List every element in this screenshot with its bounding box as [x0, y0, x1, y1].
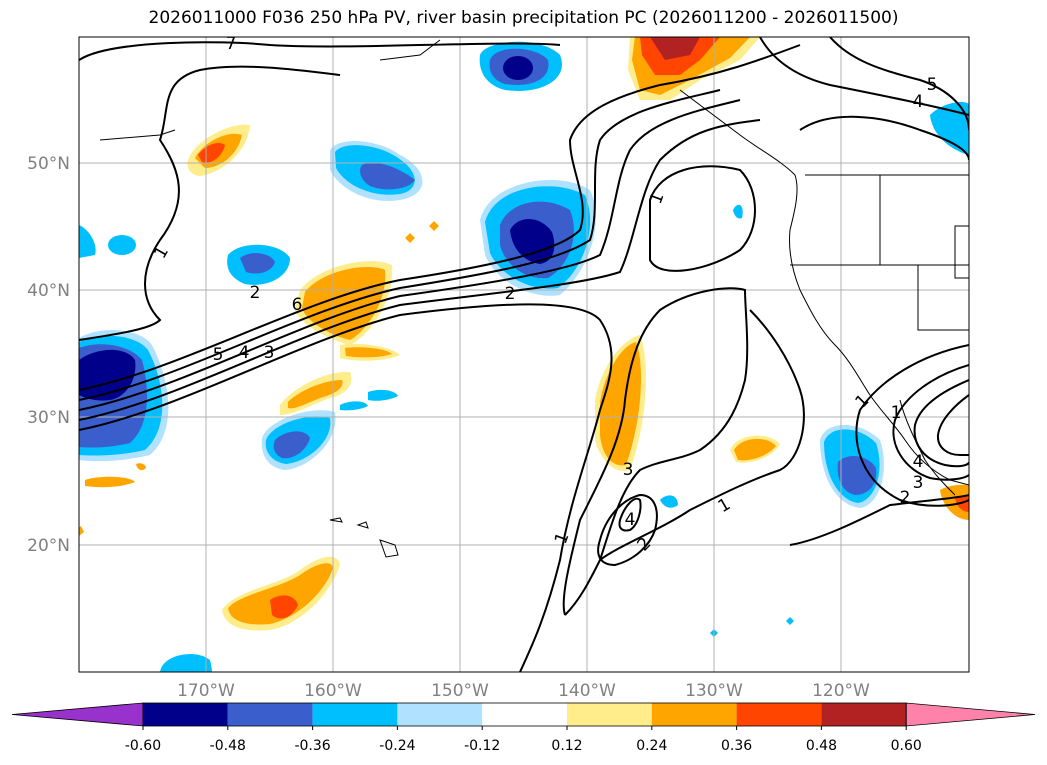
- coastlines: [99, 39, 969, 558]
- lat-label-30: 30°N: [27, 408, 70, 428]
- lat-label-50: 50°N: [27, 154, 70, 174]
- svg-text:5: 5: [927, 75, 938, 95]
- colorbar-frame: [142, 702, 907, 727]
- svg-text:1: 1: [715, 494, 734, 517]
- map-title: 2026011000 F036 250 hPa PV, river basin …: [148, 8, 899, 28]
- colorbar-tick-label: -0.48: [210, 738, 246, 754]
- svg-text:1: 1: [150, 243, 173, 262]
- colorbar: -0.60 -0.48 -0.36 -0.24 -0.12 0.12 0.24 0.36 0.4…: [11, 702, 1036, 754]
- lon-labels: 170°W 160°W 150°W 140°W 130°W 120°W: [177, 681, 870, 701]
- svg-text:2: 2: [250, 283, 261, 303]
- svg-text:2: 2: [900, 488, 911, 508]
- colorbar-tick-label: -0.60: [125, 738, 161, 754]
- colorbar-segment: [651, 703, 737, 726]
- lon-label-170w: 170°W: [177, 681, 235, 701]
- colorbar-segment: [736, 703, 822, 726]
- svg-text:1: 1: [551, 530, 573, 547]
- svg-text:6: 6: [292, 295, 303, 315]
- colorbar-tick-label: 0.12: [551, 738, 582, 754]
- precip-shading: [79, 37, 969, 672]
- colorbar-extend-min: [11, 702, 144, 727]
- lon-label-140w: 140°W: [558, 681, 616, 701]
- colorbar-tick-label: 0.60: [891, 738, 922, 754]
- colorbar-segment: [312, 703, 398, 726]
- lon-label-130w: 130°W: [685, 681, 743, 701]
- colorbar-segment: [397, 703, 483, 726]
- colorbar-tick-label: -0.12: [464, 738, 500, 754]
- colorbar-segment: [821, 703, 907, 726]
- svg-text:3: 3: [913, 473, 924, 493]
- pv-contours: [79, 37, 969, 672]
- lon-label-160w: 160°W: [304, 681, 362, 701]
- svg-text:5: 5: [213, 345, 224, 365]
- colorbar-extend-max: [905, 702, 1036, 727]
- lon-label-150w: 150°W: [431, 681, 489, 701]
- colorbar-tick-label: 0.48: [806, 738, 837, 754]
- svg-text:4: 4: [625, 510, 636, 530]
- svg-text:3: 3: [264, 343, 275, 363]
- colorbar-segment: [482, 703, 567, 726]
- colorbar-segment: [567, 703, 652, 726]
- svg-text:2: 2: [505, 284, 516, 304]
- colorbar-segment: [227, 703, 313, 726]
- lon-label-120w: 120°W: [812, 681, 870, 701]
- colorbar-tick-label: -0.24: [379, 738, 415, 754]
- colorbar-segment: [143, 703, 228, 726]
- svg-text:4: 4: [913, 452, 924, 472]
- svg-text:1: 1: [891, 403, 902, 423]
- colorbar-tick-label: 0.36: [721, 738, 752, 754]
- lat-label-40: 40°N: [27, 281, 70, 301]
- svg-text:3: 3: [623, 460, 634, 480]
- colorbar-tick-label: 0.24: [636, 738, 667, 754]
- svg-text:7: 7: [226, 34, 237, 54]
- svg-text:4: 4: [239, 343, 250, 363]
- colorbar-tick-label: -0.36: [294, 738, 330, 754]
- lat-labels: 20°N 30°N 40°N 50°N: [27, 154, 70, 556]
- svg-text:1: 1: [852, 391, 874, 413]
- lat-label-20: 20°N: [27, 536, 70, 556]
- map-frame: [78, 36, 970, 673]
- svg-text:4: 4: [913, 92, 924, 112]
